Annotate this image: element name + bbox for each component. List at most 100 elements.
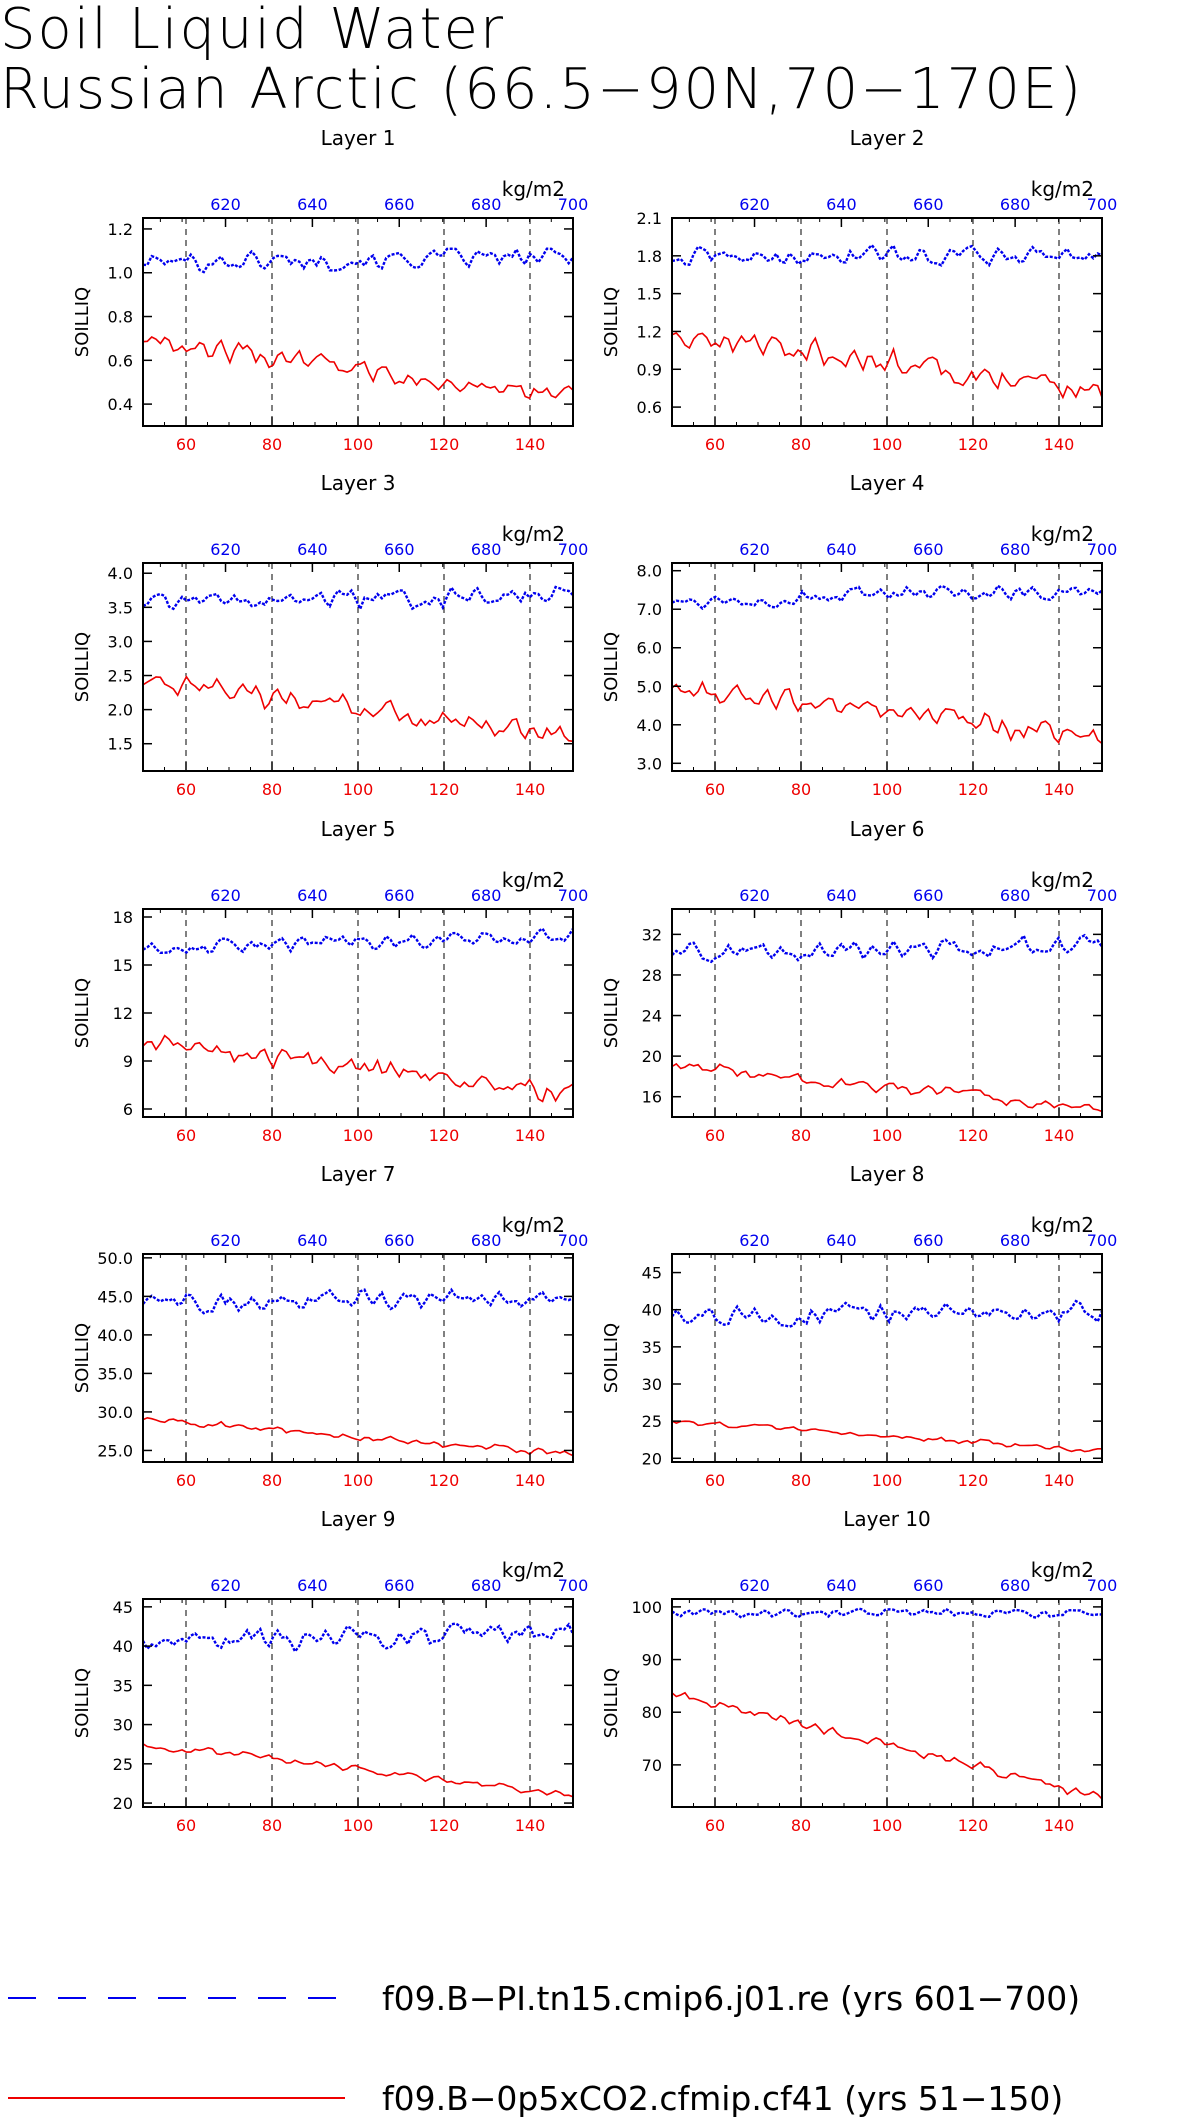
- x-top-tick-label: 700: [1087, 195, 1118, 214]
- x-tick-label: 120: [429, 1471, 460, 1490]
- y-tick-label: 30: [113, 1716, 133, 1735]
- x-tick-label: 80: [262, 780, 282, 799]
- x-tick-label: 140: [1044, 435, 1075, 454]
- y-tick-label: 32: [642, 925, 662, 944]
- x-top-tick-label: 700: [1087, 886, 1118, 905]
- x-top-tick-label: 680: [471, 1231, 502, 1250]
- x-top-tick-label: 680: [471, 540, 502, 559]
- y-tick-label: 20: [642, 1449, 662, 1468]
- x-tick-label: 80: [791, 1471, 811, 1490]
- series-line-red: [142, 1034, 574, 1103]
- title-line-1: Soil Liquid Water: [0, 0, 505, 62]
- chart-title: Layer 5: [321, 817, 396, 841]
- y-axis-label: SOILLIQ: [72, 632, 93, 702]
- x-tick-label: 140: [1044, 1126, 1075, 1145]
- x-tick-label: 80: [262, 1471, 282, 1490]
- y-tick-label: 6: [123, 1100, 133, 1119]
- x-tick-label: 120: [429, 435, 460, 454]
- y-tick-label: 30: [642, 1375, 662, 1394]
- y-axis-label: SOILLIQ: [72, 287, 93, 357]
- x-top-tick-label: 660: [384, 540, 415, 559]
- x-tick-label: 100: [872, 435, 903, 454]
- x-top-tick-label: 640: [297, 886, 328, 905]
- y-tick-label: 15: [113, 956, 133, 975]
- series-line-red: [142, 675, 574, 743]
- x-tick-label: 140: [515, 1126, 546, 1145]
- y-tick-label: 6.0: [637, 639, 662, 658]
- x-top-tick-label: 640: [297, 540, 328, 559]
- x-tick-label: 120: [958, 1471, 989, 1490]
- x-top-tick-label: 700: [558, 195, 589, 214]
- chart-title: Layer 6: [850, 817, 925, 841]
- series-line-red: [671, 332, 1103, 400]
- x-top-tick-label: 660: [913, 1576, 944, 1595]
- y-tick-label: 40: [113, 1637, 133, 1656]
- x-top-tick-label: 660: [913, 1231, 944, 1250]
- page-title: Soil Liquid Water Russian Arctic (66.5−9…: [0, 0, 1083, 120]
- chart-layer-7: Layer 7 kg/m2 SOILLIQ 60 80 100 120 140 620 640 66…: [72, 1162, 588, 1490]
- series-line-red: [142, 1743, 574, 1798]
- y-tick-label: 28: [642, 966, 662, 985]
- y-tick-label: 20: [642, 1047, 662, 1066]
- x-tick-label: 120: [958, 435, 989, 454]
- chart-layer-9: Layer 9 kg/m2 SOILLIQ 60 80 100 120 140 620 640 66…: [72, 1507, 588, 1835]
- y-tick-label: 1.0: [108, 264, 133, 283]
- x-top-tick-label: 620: [210, 195, 241, 214]
- y-tick-label: 16: [642, 1088, 662, 1107]
- x-top-tick-label: 640: [297, 1231, 328, 1250]
- chart-title: Layer 3: [321, 471, 396, 495]
- chart-title: Layer 10: [843, 1507, 931, 1531]
- y-tick-label: 1.5: [637, 285, 662, 304]
- y-tick-label: 20: [113, 1794, 133, 1813]
- x-top-tick-label: 620: [739, 1231, 770, 1250]
- x-tick-label: 60: [705, 780, 725, 799]
- series-line-blue: [142, 585, 574, 613]
- x-top-tick-label: 660: [913, 886, 944, 905]
- x-top-tick-label: 620: [739, 195, 770, 214]
- y-tick-label: 100: [631, 1598, 662, 1617]
- x-top-tick-label: 640: [297, 195, 328, 214]
- x-tick-label: 140: [515, 1816, 546, 1835]
- x-tick-label: 140: [1044, 1816, 1075, 1835]
- x-top-tick-label: 640: [297, 1576, 328, 1595]
- x-top-tick-label: 620: [210, 1231, 241, 1250]
- x-tick-label: 100: [872, 1816, 903, 1835]
- y-tick-label: 25: [113, 1755, 133, 1774]
- series-line-blue: [671, 933, 1103, 964]
- y-tick-label: 0.6: [108, 351, 133, 370]
- y-tick-label: 18: [113, 908, 133, 927]
- x-tick-label: 140: [1044, 780, 1075, 799]
- x-top-tick-label: 640: [826, 886, 857, 905]
- x-top-tick-label: 620: [210, 1576, 241, 1595]
- x-tick-label: 120: [958, 780, 989, 799]
- x-top-tick-label: 700: [1087, 1576, 1118, 1595]
- x-tick-label: 60: [705, 1816, 725, 1835]
- x-tick-label: 100: [343, 1816, 374, 1835]
- x-tick-label: 60: [176, 435, 196, 454]
- y-tick-label: 30.0: [97, 1403, 133, 1422]
- x-top-tick-label: 700: [1087, 1231, 1118, 1250]
- y-axis-label: SOILLIQ: [601, 632, 622, 702]
- top-axis-unit: kg/m2: [1031, 1558, 1094, 1582]
- x-tick-label: 140: [1044, 1471, 1075, 1490]
- x-top-tick-label: 660: [384, 1576, 415, 1595]
- series-line-red: [142, 1416, 574, 1457]
- x-tick-label: 60: [176, 1126, 196, 1145]
- x-top-tick-label: 660: [913, 195, 944, 214]
- y-tick-label: 25.0: [97, 1441, 133, 1460]
- top-axis-unit: kg/m2: [1031, 177, 1094, 201]
- chart-title: Layer 4: [850, 471, 925, 495]
- x-top-tick-label: 680: [471, 886, 502, 905]
- x-top-tick-label: 680: [471, 195, 502, 214]
- x-top-tick-label: 640: [826, 1231, 857, 1250]
- y-tick-label: 80: [642, 1703, 662, 1722]
- x-top-tick-label: 640: [826, 195, 857, 214]
- x-top-tick-label: 700: [558, 1576, 589, 1595]
- y-axis-label: SOILLIQ: [601, 1323, 622, 1393]
- y-axis-label: SOILLIQ: [72, 1668, 93, 1738]
- chart-title: Layer 8: [850, 1162, 925, 1186]
- x-tick-label: 80: [791, 1126, 811, 1145]
- y-tick-label: 1.2: [108, 220, 133, 239]
